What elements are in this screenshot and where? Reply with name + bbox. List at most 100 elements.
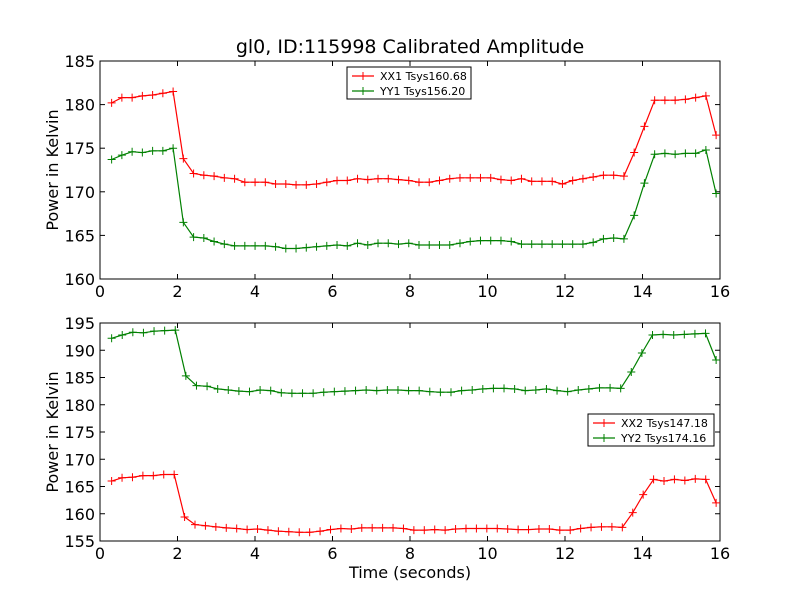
data-point-xx2: [368, 523, 377, 532]
y-tick-label: 165: [64, 226, 95, 245]
data-point-yy2: [171, 326, 180, 335]
x-tick-label: 0: [95, 282, 105, 301]
data-point-yy1: [117, 151, 126, 160]
x-tick-label: 8: [405, 544, 415, 563]
data-point-yy1: [486, 236, 495, 245]
data-point-xx2: [451, 525, 460, 534]
data-point-yy1: [650, 150, 659, 159]
data-point-xx2: [576, 524, 585, 533]
data-point-xx2: [191, 520, 200, 529]
data-point-xx1: [199, 171, 208, 180]
data-point-yy2: [542, 384, 551, 393]
data-point-yy2: [351, 386, 360, 395]
data-point-yy1: [712, 189, 720, 198]
data-point-xx2: [305, 528, 314, 537]
data-point-yy1: [333, 240, 342, 249]
data-point-xx1: [333, 176, 342, 185]
x-tick-label: 14: [632, 282, 652, 301]
data-point-xx2: [503, 525, 512, 534]
data-point-xx2: [628, 508, 637, 517]
x-axis-label: Time (seconds): [348, 563, 471, 582]
data-point-xx2: [461, 524, 470, 533]
data-point-yy1: [199, 234, 208, 243]
data-point-yy1: [230, 241, 239, 250]
data-point-yy1: [527, 240, 536, 249]
data-point-xx2: [607, 522, 616, 531]
x-tick-label: 12: [555, 544, 575, 563]
data-point-xx1: [578, 174, 587, 183]
data-point-xx1: [671, 96, 680, 105]
data-point-xx2: [118, 473, 127, 482]
data-point-xx1: [251, 178, 260, 187]
x-tick-label: 14: [632, 544, 652, 563]
data-point-yy1: [363, 240, 372, 249]
data-point-xx1: [630, 148, 639, 157]
legend-label: XX2 Tsys147.18: [621, 417, 708, 430]
data-point-xx2: [545, 525, 554, 534]
y-tick-label: 185: [64, 52, 95, 71]
data-point-yy1: [128, 147, 137, 156]
data-point-yy2: [319, 388, 328, 397]
legend: XX1 Tsys160.68 YY1 Tsys156.20: [346, 66, 472, 100]
data-point-yy1: [374, 239, 383, 248]
data-point-xx2: [524, 525, 533, 534]
data-point-xx1: [486, 173, 495, 182]
y-tick-label: 155: [64, 532, 95, 551]
legend-box: [346, 66, 472, 100]
data-point-xx1: [466, 173, 475, 182]
data-point-xx1: [599, 171, 608, 180]
data-point-xx1: [527, 177, 536, 186]
x-tick-label: 0: [95, 544, 105, 563]
data-point-yy2: [203, 382, 212, 391]
data-point-yy2: [563, 387, 572, 396]
data-point-yy2: [457, 386, 466, 395]
data-point-xx2: [263, 526, 272, 535]
data-point-xx1: [117, 93, 126, 102]
y-axis-label: Power in Kelvin: [43, 109, 62, 230]
data-point-yy2: [383, 386, 392, 395]
data-point-xx1: [148, 91, 157, 100]
data-point-yy2: [393, 386, 402, 395]
data-point-yy2: [553, 386, 562, 395]
data-point-xx2: [159, 470, 168, 479]
data-point-xx1: [640, 122, 649, 131]
data-point-yy1: [189, 233, 198, 242]
data-point-yy2: [489, 384, 498, 393]
data-point-xx2: [232, 524, 241, 533]
data-point-yy1: [210, 237, 219, 246]
data-point-xx2: [284, 527, 293, 536]
data-point-yy1: [158, 146, 167, 155]
legend-marker: [600, 434, 608, 442]
y-axis-label: Power in Kelvin: [43, 371, 62, 492]
data-point-yy1: [619, 234, 628, 243]
legend-marker: [359, 87, 367, 95]
data-point-yy2: [150, 327, 159, 336]
data-point-yy1: [322, 241, 331, 250]
data-point-xx1: [374, 174, 383, 183]
data-point-yy1: [671, 150, 680, 159]
data-point-yy2: [362, 386, 371, 395]
data-point-yy2: [107, 334, 116, 343]
data-point-xx1: [261, 178, 270, 187]
data-point-yy1: [281, 244, 290, 253]
data-point-yy2: [372, 386, 381, 395]
data-point-xx2: [680, 476, 689, 485]
data-point-yy1: [220, 240, 229, 249]
data-point-xx1: [548, 177, 557, 186]
data-point-yy1: [537, 240, 546, 249]
data-point-yy1: [435, 240, 444, 249]
data-point-xx1: [589, 172, 598, 181]
data-point-xx1: [445, 174, 454, 183]
data-point-yy2: [277, 388, 286, 397]
data-point-xx1: [619, 172, 628, 181]
data-point-xx2: [336, 524, 345, 533]
data-point-xx2: [493, 524, 502, 533]
data-point-xx1: [353, 174, 362, 183]
data-point-xx2: [441, 526, 450, 535]
data-point-yy1: [179, 218, 188, 227]
data-point-yy1: [169, 144, 178, 153]
data-point-xx1: [240, 178, 249, 187]
data-point-xx2: [180, 513, 189, 522]
data-point-xx1: [568, 176, 577, 185]
y-tick-label: 170: [64, 183, 95, 202]
